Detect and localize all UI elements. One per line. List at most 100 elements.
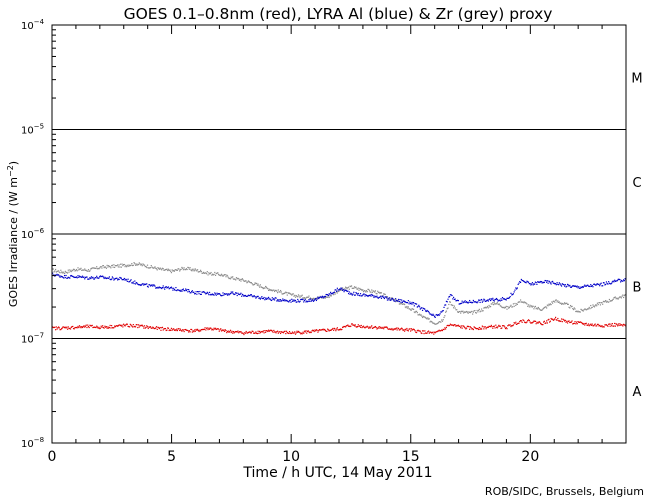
- data-point: [559, 283, 561, 285]
- data-point: [365, 326, 367, 328]
- data-point: [291, 300, 294, 302]
- data-point: [247, 331, 250, 334]
- data-point: [199, 293, 202, 295]
- data-point: [584, 284, 586, 286]
- data-point: [615, 280, 617, 282]
- data-point: [328, 330, 330, 332]
- data-point: [176, 329, 179, 332]
- data-point: [350, 323, 353, 325]
- data-point: [272, 298, 274, 301]
- data-point: [454, 324, 456, 326]
- data-point: [302, 299, 304, 301]
- data-point: [284, 300, 286, 302]
- data-point: [215, 294, 217, 296]
- data-point: [433, 316, 436, 318]
- data-point: [545, 306, 547, 308]
- data-point: [406, 302, 408, 304]
- data-point: [279, 300, 281, 302]
- data-point: [194, 293, 196, 295]
- data-point: [523, 319, 525, 322]
- data-point: [262, 331, 264, 333]
- data-point: [483, 307, 485, 309]
- data-point: [258, 297, 260, 299]
- data-point: [96, 326, 99, 328]
- data-point: [391, 298, 393, 300]
- data-point: [206, 327, 208, 329]
- data-point: [97, 267, 99, 270]
- data-point: [100, 325, 102, 327]
- data-point: [551, 281, 553, 283]
- data-point: [324, 297, 326, 299]
- data-point: [417, 305, 419, 308]
- data-point: [597, 283, 599, 286]
- data-point: [217, 328, 219, 330]
- data-point: [515, 304, 517, 307]
- data-point: [70, 326, 72, 328]
- series-blue: [52, 272, 627, 318]
- data-point: [342, 326, 344, 328]
- data-point: [148, 267, 150, 269]
- data-point: [599, 325, 602, 327]
- data-point: [175, 286, 177, 289]
- data-point: [368, 327, 370, 329]
- data-point: [306, 301, 309, 303]
- data-point: [512, 325, 514, 327]
- data-point: [540, 309, 542, 311]
- data-point: [239, 278, 241, 281]
- data-point: [256, 282, 258, 285]
- data-point: [560, 318, 563, 320]
- data-point: [138, 326, 140, 328]
- data-point: [53, 271, 55, 273]
- data-point: [515, 323, 518, 325]
- data-point: [179, 290, 181, 292]
- data-point: [85, 276, 87, 278]
- y-tick-label: 10−8: [21, 436, 44, 450]
- data-point: [469, 301, 471, 303]
- data-point: [324, 328, 326, 331]
- data-point: [486, 305, 489, 308]
- data-point: [388, 299, 390, 301]
- data-point: [217, 272, 219, 274]
- data-point: [507, 305, 509, 308]
- data-point: [300, 295, 302, 297]
- data-point: [209, 272, 211, 275]
- data-point: [214, 328, 216, 330]
- data-point: [368, 290, 371, 292]
- data-point: [79, 268, 81, 270]
- data-point: [74, 270, 76, 272]
- data-point: [623, 280, 625, 282]
- data-point: [128, 326, 130, 328]
- data-point: [419, 314, 421, 316]
- data-point: [188, 330, 190, 332]
- data-point: [143, 284, 145, 286]
- data-point: [438, 321, 440, 323]
- data-point: [433, 331, 436, 333]
- data-point: [563, 284, 565, 286]
- data-point: [358, 289, 360, 291]
- data-point: [604, 300, 606, 303]
- data-point: [102, 275, 104, 277]
- data-point: [478, 299, 480, 301]
- data-point: [379, 296, 381, 298]
- data-point: [141, 283, 143, 285]
- data-point: [443, 306, 445, 308]
- data-point: [279, 289, 282, 292]
- data-point: [194, 330, 196, 332]
- x-tick-label: 0: [48, 449, 57, 465]
- data-point: [339, 328, 341, 330]
- data-point: [495, 297, 498, 300]
- data-point: [540, 281, 542, 283]
- data-point: [191, 328, 193, 331]
- data-point: [400, 301, 402, 303]
- data-point: [455, 309, 457, 311]
- data-point: [78, 276, 80, 278]
- data-point: [536, 321, 538, 323]
- data-point: [224, 293, 226, 295]
- data-point: [118, 324, 120, 326]
- data-point: [519, 320, 522, 322]
- data-point: [563, 320, 566, 322]
- data-point: [489, 299, 492, 302]
- data-point: [213, 294, 215, 296]
- data-point: [66, 271, 68, 273]
- data-point: [553, 282, 555, 284]
